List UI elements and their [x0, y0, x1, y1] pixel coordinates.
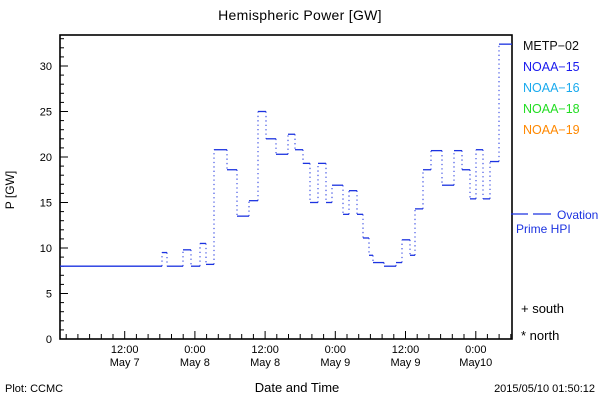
svg-text:10: 10 — [40, 243, 52, 255]
svg-text:May 8: May 8 — [180, 357, 210, 369]
svg-text:12:00: 12:00 — [111, 344, 139, 356]
svg-text:Prime HPI: Prime HPI — [516, 222, 571, 236]
svg-text:May 7: May 7 — [110, 357, 140, 369]
svg-text:25: 25 — [40, 107, 52, 119]
svg-text:May 9: May 9 — [320, 357, 350, 369]
svg-text:Plot: CCMC: Plot: CCMC — [5, 383, 63, 395]
svg-text:Hemispheric Power [GW]: Hemispheric Power [GW] — [218, 7, 382, 23]
svg-text:NOAA−19: NOAA−19 — [523, 123, 580, 137]
svg-text:METP−02: METP−02 — [523, 39, 579, 53]
svg-text:Date and Time: Date and Time — [255, 380, 340, 395]
svg-text:May10: May10 — [459, 357, 492, 369]
svg-text:12:00: 12:00 — [392, 344, 420, 356]
svg-text:12:00: 12:00 — [251, 344, 279, 356]
svg-text:20: 20 — [40, 152, 52, 164]
svg-text:0: 0 — [46, 334, 52, 346]
svg-text:0:00: 0:00 — [184, 344, 205, 356]
svg-text:2015/05/10 01:50:12: 2015/05/10 01:50:12 — [494, 383, 595, 395]
svg-text:P [GW]: P [GW] — [3, 171, 17, 209]
svg-text:0:00: 0:00 — [325, 344, 346, 356]
svg-text:+ south: + south — [521, 301, 564, 316]
svg-text:15: 15 — [40, 198, 52, 210]
svg-text:5: 5 — [46, 289, 52, 301]
svg-text:NOAA−15: NOAA−15 — [523, 60, 580, 74]
svg-text:* north: * north — [521, 328, 559, 343]
svg-text:Ovation: Ovation — [557, 208, 598, 222]
svg-text:30: 30 — [40, 61, 52, 73]
svg-text:0:00: 0:00 — [465, 344, 486, 356]
svg-text:NOAA−18: NOAA−18 — [523, 102, 580, 116]
svg-text:May 8: May 8 — [250, 357, 280, 369]
svg-text:NOAA−16: NOAA−16 — [523, 81, 580, 95]
svg-text:May 9: May 9 — [391, 357, 421, 369]
